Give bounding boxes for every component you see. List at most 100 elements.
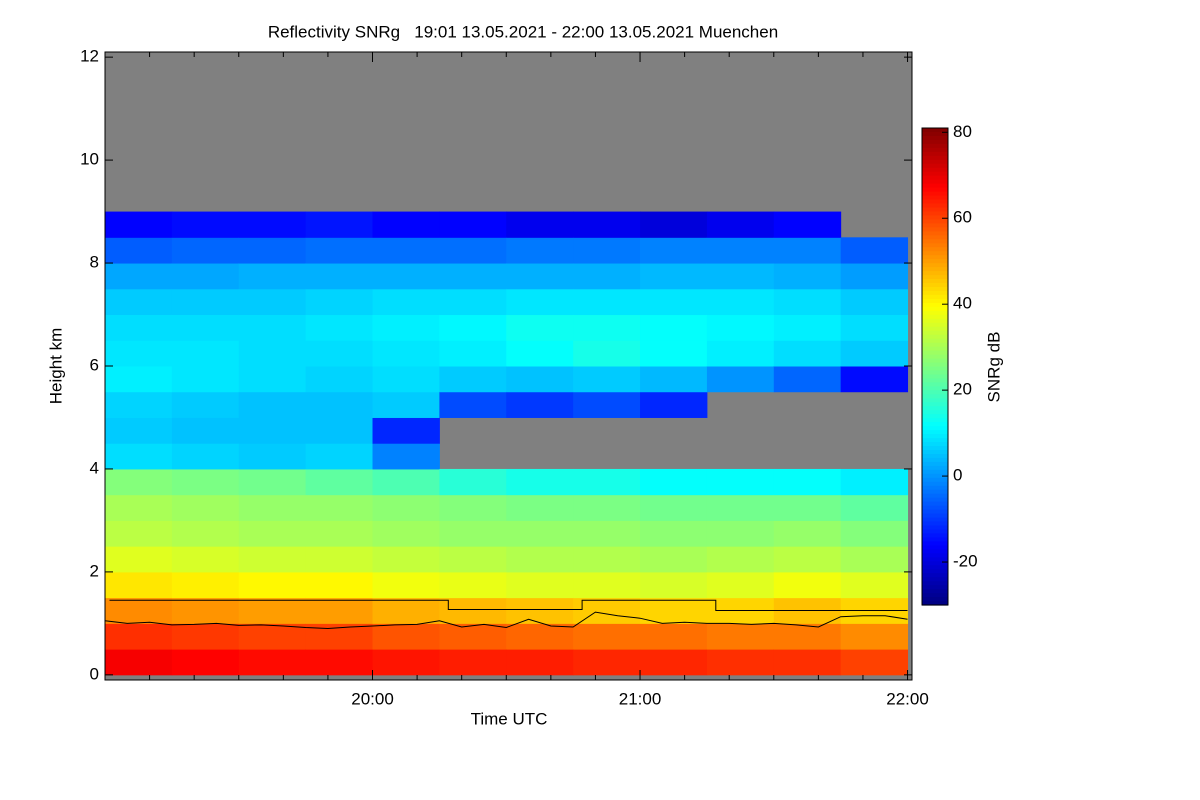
heatmap-cell [640,263,708,290]
heatmap-cell [439,263,507,290]
colorbar-segment [922,521,948,527]
heatmap-cell [506,494,574,521]
heatmap-cell [640,623,708,650]
heatmap-cell [372,263,440,290]
heatmap-cell [840,649,909,676]
heatmap-cells [105,211,909,676]
boundary-line [104,611,908,630]
colorbar-segment [922,330,948,336]
colorbar-segment [922,151,948,157]
heatmap-cell [439,366,507,393]
heatmap-cell [573,571,641,599]
colorbar-segment [922,223,948,228]
heatmap-cell [238,494,307,521]
heatmap-cell [105,314,173,341]
heatmap-cell [105,263,173,290]
heatmap-cell [439,520,507,547]
heatmap-cell [238,520,307,547]
heatmap-cell [706,494,775,521]
heatmap-cell [305,649,374,676]
colorbar-segment [922,593,948,598]
heatmap-cell [105,546,173,573]
colorbar-segment [922,215,948,221]
heatmap-cell [706,468,775,496]
colorbar-segment [922,235,948,240]
colorbar-segment [922,382,948,387]
heatmap-cell [372,623,440,650]
y-tick-label: 4 [90,458,99,477]
colorbar-segment [922,287,948,292]
colorbar-segment [922,128,948,133]
heatmap-cell [706,571,775,599]
y-tick-label: 6 [90,355,99,374]
heatmap-cell [372,597,440,624]
heatmap-cell [305,211,374,238]
heatmap-cell [506,623,574,650]
colorbar-segment [922,386,948,391]
heatmap-cell [573,237,641,264]
heatmap-cell [372,494,440,521]
heatmap-cell [506,237,574,264]
heatmap-cell [305,597,374,624]
heatmap-cell [640,494,708,521]
heatmap-cell [171,391,240,418]
heatmap-cell [506,571,574,599]
colorbar-segment [922,469,948,475]
colorbar-segment [922,175,948,181]
colorbar-segment [922,227,948,232]
heatmap-cell [105,520,173,547]
colorbar-segment [922,267,948,272]
colorbar-tick-label: 80 [953,122,972,141]
colorbar-segment [922,195,948,201]
heatmap-cell [238,443,307,470]
heatmap-cell [238,366,307,393]
heatmap-cell [238,391,307,418]
heatmap-cell [840,546,909,573]
heatmap-cell [706,623,775,650]
heatmap-cell [640,597,708,624]
heatmap-cell [238,649,307,676]
heatmap-cell [372,391,440,418]
heatmap-cell [372,649,440,676]
heatmap-cell [105,494,173,521]
heatmap-cell [439,288,507,316]
heatmap-cell [840,237,909,264]
heatmap-cell [506,546,574,573]
colorbar-segment [922,259,948,264]
colorbar-segment [922,549,948,554]
colorbar-segment [922,179,948,185]
heatmap-cell [840,571,909,599]
heatmap-cell [840,340,909,367]
heatmap-cell [573,366,641,393]
heatmap-cell [840,366,909,393]
heatmap-cell [305,417,374,444]
heatmap-cell [238,597,307,624]
colorbar-segment [922,430,948,435]
colorbar-segment [922,402,948,407]
colorbar-segment [922,247,948,252]
colorbar-segment [922,517,948,523]
heatmap-cell [238,314,307,341]
heatmap-cell [372,211,440,238]
heatmap-cell [773,237,842,264]
heatmap-cell [305,468,374,496]
heatmap-cell [238,468,307,496]
colorbar-segment [922,434,948,439]
heatmap-cell [171,546,240,573]
heatmap-cell [773,211,842,238]
heatmap-cell [773,340,842,367]
colorbar-segment [922,191,948,197]
heatmap-cell [171,597,240,624]
heatmap-cell [105,571,173,599]
heatmap-cell [105,366,173,393]
colorbar-segment [922,477,948,483]
colorbar-segment [922,275,948,280]
heatmap-cell [105,340,173,367]
heatmap-cell [372,237,440,264]
colorbar-segment [922,147,948,153]
heatmap-cell [640,288,708,316]
colorbar-segment [922,525,948,531]
heatmap-cell [573,468,641,496]
heatmap-cell [840,314,909,341]
heatmap-cell [105,623,173,650]
